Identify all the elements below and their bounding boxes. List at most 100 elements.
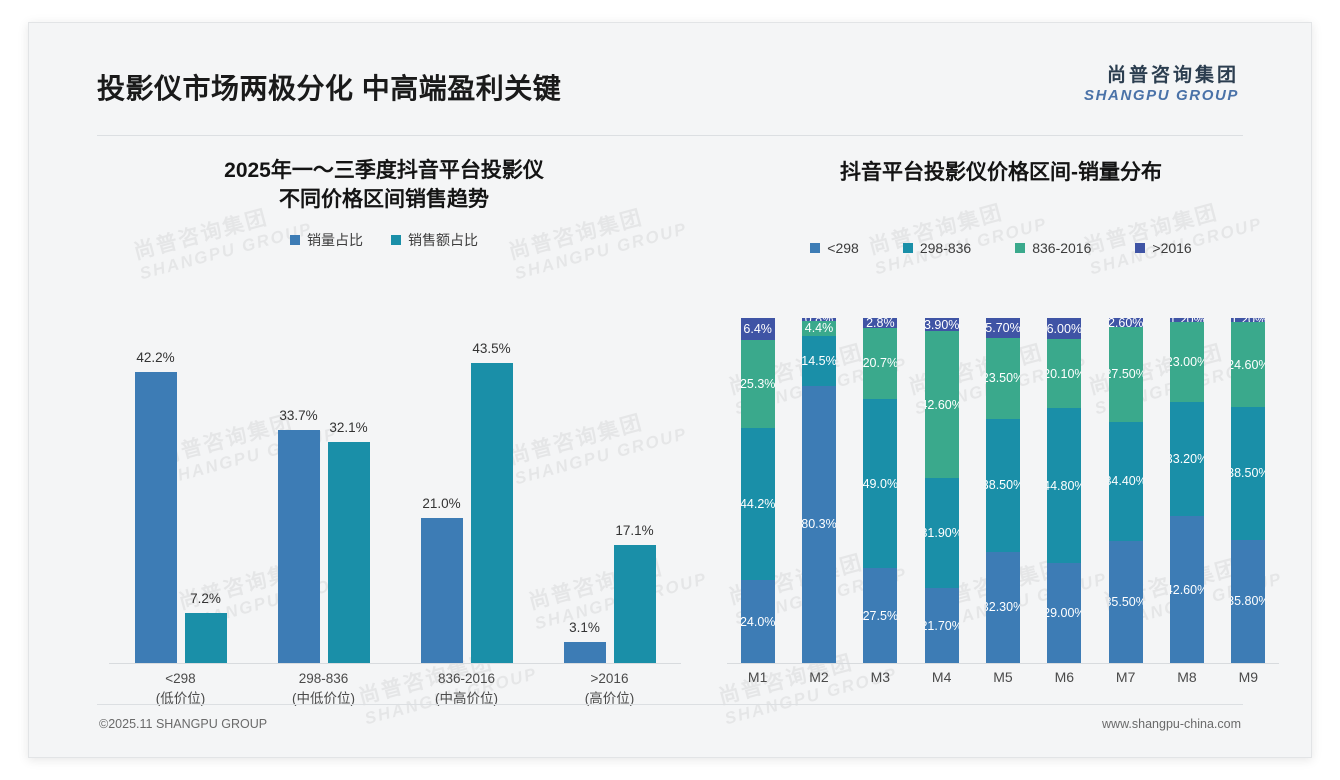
stacked-bar-M7[interactable]: 35.50% 34.40% 27.50% 2.60% [1108, 318, 1143, 663]
x-axis-label-sub: (低价位) [155, 690, 206, 706]
stack-segment-label: 14.5% [802, 353, 836, 368]
x-axis-label-M2: M2 [809, 669, 829, 685]
stack-segment-label: 20.7% [863, 356, 898, 371]
stack-segment-836-2016-M6[interactable]: 20.10% [1047, 339, 1082, 409]
stacked-bar-M9[interactable]: 35.80% 38.50% 24.60% 1.20% [1231, 318, 1266, 663]
stack-segment-<298-M7[interactable]: 35.50% [1108, 540, 1143, 663]
bar-销售额占比-<298[interactable]: 7.2% [184, 591, 227, 663]
stack-segment-<298-M8[interactable]: 42.60% [1170, 516, 1204, 663]
stack-segment-label: 34.40% [1109, 474, 1143, 489]
x-axis-label-sub: (高价位) [584, 690, 635, 706]
legend-item->2016[interactable]: >2016 [1135, 240, 1192, 256]
stack-segment-<298-M1[interactable]: 24.0% [740, 580, 775, 663]
stack-segment-label: 1.20% [1170, 318, 1204, 322]
stack-segment-298-836-M5[interactable]: 38.50% [986, 418, 1020, 552]
stacked-bar-M8[interactable]: 42.60% 33.20% 23.00% 1.20% [1170, 318, 1204, 663]
stack-segment->2016-M3[interactable]: 2.8% [863, 318, 898, 328]
legend-item-销量占比[interactable]: 销量占比 [290, 230, 363, 250]
slide: 投影仪市场两极分化 中高端盈利关键 尚普咨询集团 SHANGPU GROUP 尚… [28, 22, 1312, 758]
left-chart-axis [109, 663, 681, 664]
stack-segment->2016-M7[interactable]: 2.60% [1108, 318, 1143, 327]
stack-segment-label: 44.80% [1047, 478, 1081, 493]
bar-pair: 3.1% 17.1% [538, 318, 681, 663]
stack-segment-label: 35.50% [1109, 594, 1143, 609]
stack-segment-label: 2.8% [866, 318, 895, 328]
bar-销量占比-<298[interactable]: 42.2% [134, 350, 177, 663]
stack-segment-298-836-M2[interactable]: 14.5% [802, 335, 836, 386]
x-axis-label-M6: M6 [1054, 669, 1075, 685]
stack-segment-<298-M3[interactable]: 27.5% [863, 568, 898, 663]
legend-item-836-2016[interactable]: 836-2016 [1015, 240, 1091, 256]
stacked-bar-M3[interactable]: 27.5% 49.0% 20.7% 2.8% [863, 318, 898, 663]
legend-item-<298[interactable]: <298 [810, 240, 859, 256]
stack-segment-298-836-M9[interactable]: 38.50% [1231, 406, 1266, 540]
stack-segment-298-836-M4[interactable]: 31.90% [924, 478, 959, 589]
stack-segment-label: 44.2% [740, 496, 775, 511]
logo-english-text: SHANGPU GROUP [1084, 86, 1239, 104]
bar-group: 3.1% 17.1% [538, 318, 681, 663]
stack-segment-836-2016-M7[interactable]: 27.50% [1108, 326, 1143, 422]
legend-swatch-icon [902, 242, 913, 253]
stack-segment-label: 1.20% [1231, 318, 1265, 322]
stack-segment-298-836-M8[interactable]: 33.20% [1170, 401, 1204, 517]
bar-销售额占比-836-2016[interactable]: 43.5% [470, 341, 513, 663]
stack-segment-836-2016-M8[interactable]: 23.00% [1170, 322, 1204, 402]
stack-segment-836-2016-M2[interactable]: 4.4% [802, 320, 836, 336]
stack-segment-<298-M6[interactable]: 29.00% [1047, 562, 1082, 663]
stack-segment-<298-M4[interactable]: 21.70% [924, 588, 959, 663]
bar-销售额占比->2016[interactable]: 17.1% [613, 523, 656, 663]
stacked-bar-M1[interactable]: 24.0% 44.2% 25.3% 6.4% [740, 318, 775, 663]
stack-segment-298-836-M6[interactable]: 44.80% [1047, 408, 1082, 563]
bar-pair: 33.7% 32.1% [252, 318, 395, 663]
stack-segment-298-836-M3[interactable]: 49.0% [863, 399, 898, 569]
x-axis-label-836-2016: 836-2016 (中高价位) [395, 669, 538, 708]
x-axis-label-sub: (中低价位) [292, 690, 355, 706]
footer-divider [97, 704, 1243, 705]
bar-value-label: 42.2% [136, 349, 175, 365]
stack-segment-836-2016-M3[interactable]: 20.7% [863, 327, 898, 400]
stack-segment->2016-M2[interactable]: 0.8% [802, 318, 836, 321]
stack-segment-label: 4.4% [804, 321, 834, 336]
stack-segment-836-2016-M9[interactable]: 24.60% [1231, 322, 1266, 407]
legend-swatch-icon [810, 242, 821, 253]
bar-销量占比->2016[interactable]: 3.1% [563, 620, 606, 663]
stack-segment->2016-M8[interactable]: 1.20% [1170, 318, 1204, 323]
stack-segment-<298-M2[interactable]: 80.3% [802, 385, 836, 663]
legend-item-销售额占比[interactable]: 销售额占比 [391, 230, 478, 250]
bar-value-label: 21.0% [422, 496, 461, 512]
stack-segment-label: 23.00% [1170, 354, 1204, 369]
stack-segment->2016-M6[interactable]: 6.00% [1047, 318, 1082, 340]
bar-销量占比-836-2016[interactable]: 21.0% [420, 496, 463, 663]
stack-segment-836-2016-M4[interactable]: 42.60% [924, 331, 959, 479]
stack-segment-label: 0.8% [805, 318, 834, 321]
x-axis-label-main: >2016 [590, 671, 629, 686]
stacked-bar-M6[interactable]: 29.00% 44.80% 20.10% 6.00% [1047, 318, 1082, 663]
bar-销量占比-298-836[interactable]: 33.7% [277, 408, 320, 663]
stack-segment->2016-M5[interactable]: 5.70% [986, 318, 1020, 338]
stack-segment-label: 42.60% [1170, 582, 1204, 597]
legend-swatch-icon [391, 235, 401, 246]
stack-segment-298-836-M1[interactable]: 44.2% [740, 427, 775, 581]
right-chart-plot: 24.0% 44.2% 25.3% 6.4% 80.3% 14.5% 4.4%0.8% 27.… [727, 318, 1279, 664]
stacked-bar-M2[interactable]: 80.3% 14.5% 4.4%0.8% [802, 318, 836, 663]
stack-segment->2016-M1[interactable]: 6.4% [740, 318, 775, 341]
stack-segment-label: 25.3% [740, 377, 775, 392]
stacked-bar-M5[interactable]: 32.30% 38.50% 23.50% 5.70% [986, 318, 1020, 663]
stack-segment-298-836-M7[interactable]: 34.40% [1108, 421, 1143, 541]
right-chart-axis [727, 663, 1279, 664]
stack-segment-label: 32.30% [986, 600, 1020, 615]
stack-segment-<298-M5[interactable]: 32.30% [986, 551, 1020, 663]
right-chart-panel: 抖音平台投影仪价格区间-销量分布 <298 298-836 836-2016 >201… [701, 141, 1301, 701]
stacked-bar-M4[interactable]: 21.70% 31.90% 42.60% 3.90% [924, 318, 959, 663]
left-chart-x-axis-labels: <298 (低价位) 298-836 (中低价位) 836-2016 (中高价位) >201… [109, 669, 681, 725]
bar-销售额占比-298-836[interactable]: 32.1% [327, 420, 370, 663]
legend-swatch-icon [290, 235, 300, 246]
stack-segment->2016-M4[interactable]: 3.90% [924, 318, 959, 332]
legend-item-298-836[interactable]: 298-836 [902, 240, 971, 256]
bar-value-label: 33.7% [279, 408, 318, 424]
stack-segment->2016-M9[interactable]: 1.20% [1231, 318, 1266, 323]
stack-segment-836-2016-M5[interactable]: 23.50% [986, 337, 1020, 419]
stack-segment-<298-M9[interactable]: 35.80% [1231, 539, 1266, 663]
stack-segment-836-2016-M1[interactable]: 25.3% [740, 340, 775, 428]
bar-value-label: 3.1% [569, 619, 600, 635]
